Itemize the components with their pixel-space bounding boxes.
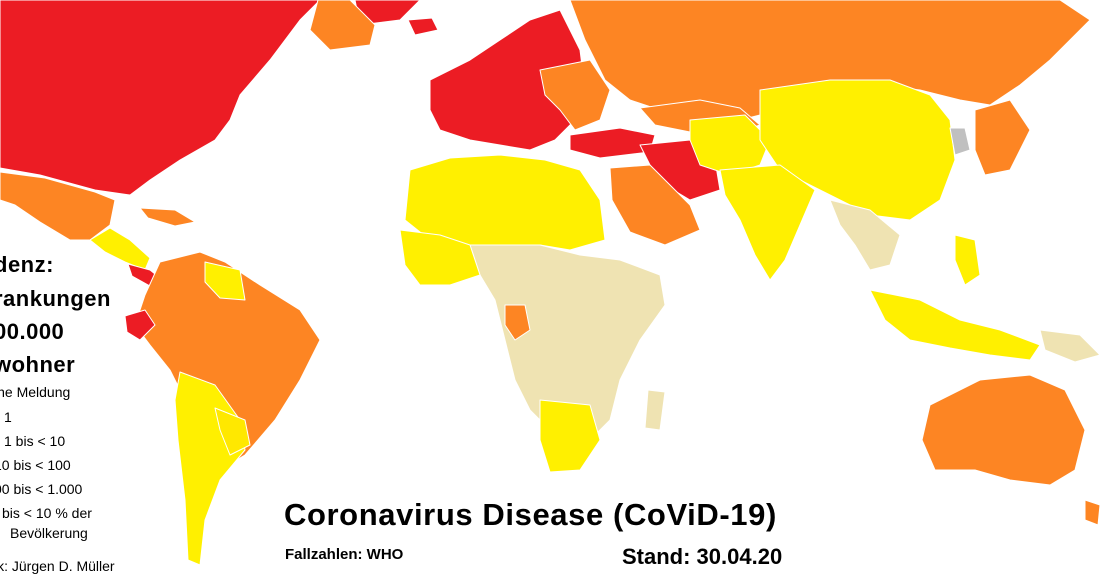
region-turkey bbox=[569, 127, 656, 159]
legend-row-over: bis < 10 % der bbox=[2, 505, 92, 521]
region-central-africa bbox=[469, 244, 666, 441]
region-saudi-arabia bbox=[609, 164, 701, 246]
region-northern-south-america bbox=[134, 251, 321, 471]
region-guyana bbox=[204, 261, 246, 301]
region-australia bbox=[921, 374, 1086, 486]
region-canada-usa bbox=[0, 0, 321, 196]
region-gabon-congo bbox=[504, 304, 531, 341]
region-ecuador bbox=[124, 309, 156, 341]
region-central-america bbox=[89, 227, 151, 271]
legend-heading-line-4: wohner bbox=[0, 352, 76, 377]
region-malaysia-indonesia bbox=[869, 289, 1041, 361]
credit-label: ik: Jürgen D. Müller bbox=[0, 558, 115, 574]
map-title: Coronavirus Disease (CoViD-19) bbox=[284, 497, 777, 532]
region-png bbox=[1039, 329, 1101, 363]
region-paraguay-uruguay bbox=[214, 407, 251, 456]
legend-row-population: Bevölkerung bbox=[10, 525, 88, 541]
region-eastern-europe bbox=[539, 59, 611, 131]
region-madagascar bbox=[644, 389, 666, 431]
legend-row-lt1: 1 bbox=[4, 409, 12, 425]
region-new-zealand bbox=[1084, 499, 1101, 526]
region-korea-japan bbox=[974, 99, 1031, 176]
legend-heading-line-1: denz: bbox=[0, 252, 54, 277]
region-southeast-asia bbox=[829, 199, 901, 271]
region-southern-africa bbox=[539, 399, 601, 473]
region-philippines bbox=[954, 234, 981, 286]
legend-row-10-100: 10 bis < 100 bbox=[0, 457, 71, 473]
source-label: Fallzahlen: WHO bbox=[285, 546, 404, 563]
region-west-africa bbox=[399, 229, 481, 286]
legend-row-1-10: 1 bis < 10 bbox=[4, 433, 66, 449]
region-greenland-orange bbox=[309, 0, 376, 51]
region-iceland bbox=[407, 17, 439, 36]
legend-row-100-1000: 00 bis < 1.000 bbox=[0, 481, 83, 497]
date-stamp: Stand: 30.04.20 bbox=[622, 544, 783, 569]
legend-heading-line-3: 00.000 bbox=[0, 319, 65, 344]
legend-row-no-report: ine Meldung bbox=[0, 384, 71, 400]
region-korea-grey bbox=[949, 127, 971, 156]
region-caribbean bbox=[139, 207, 196, 227]
region-india bbox=[719, 164, 816, 281]
legend-heading-line-2: rankungen bbox=[0, 286, 111, 311]
